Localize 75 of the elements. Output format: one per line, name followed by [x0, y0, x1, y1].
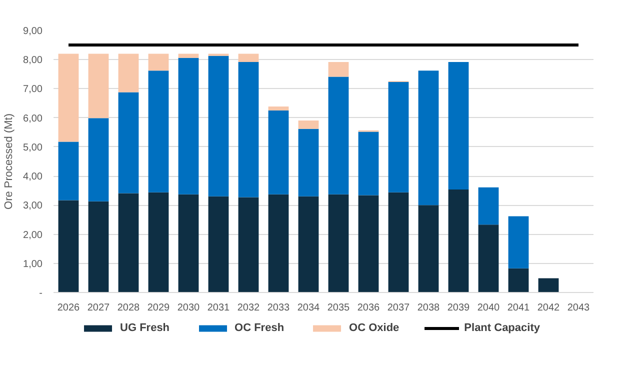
bar [328, 194, 349, 292]
bar [508, 216, 529, 268]
bar [418, 70, 439, 206]
bar [388, 82, 409, 192]
y-tick-label: 2,00 [23, 230, 43, 241]
x-tick-label: 2042 [537, 302, 560, 314]
y-tick-label: 7,00 [23, 84, 43, 96]
x-tick-label: 2043 [567, 302, 590, 314]
x-tick-label: 2034 [297, 302, 320, 314]
bar [148, 70, 169, 192]
x-tick-label: 2033 [267, 302, 290, 314]
bar [118, 193, 139, 292]
legend-label: UG Fresh [120, 322, 170, 334]
bar [238, 54, 259, 62]
bar [88, 118, 109, 202]
bar [358, 132, 379, 196]
bar [178, 194, 199, 292]
bar [58, 142, 79, 200]
bar [298, 196, 319, 292]
x-tick-label: 2032 [237, 302, 260, 314]
x-tick-label: 2031 [207, 302, 230, 314]
bar [268, 106, 289, 111]
bar [268, 110, 289, 194]
y-axis-title: Ore Processed (Mt) [3, 114, 16, 210]
x-tick-label: 2028 [117, 302, 140, 314]
x-tick-label: 2035 [327, 302, 350, 314]
bar [508, 268, 529, 292]
bar [328, 76, 349, 194]
x-tick-label: 2027 [87, 302, 110, 314]
bar [178, 58, 199, 194]
bar [148, 192, 169, 292]
legend-label: Plant Capacity [464, 322, 540, 334]
y-tick-label: - [39, 288, 43, 299]
x-tick-label: 2039 [447, 302, 470, 314]
bar [208, 196, 229, 292]
bar [448, 62, 469, 190]
x-tick-label: 2041 [507, 302, 530, 314]
x-tick-label: 2026 [57, 302, 80, 314]
x-tick-label: 2030 [177, 302, 200, 314]
bar [208, 56, 229, 196]
bar [118, 54, 139, 92]
bar [268, 194, 289, 292]
y-tick-label: 1,00 [23, 258, 43, 270]
y-tick-label: 5,00 [23, 142, 43, 154]
bar [148, 54, 169, 71]
bar [298, 120, 319, 129]
bar [418, 205, 439, 292]
bar [58, 54, 79, 142]
y-tick-label: 8,00 [23, 55, 43, 66]
x-tick-label: 2037 [387, 302, 410, 314]
x-tick-label: 2029 [147, 302, 170, 314]
bar [298, 128, 319, 196]
bar [238, 197, 259, 292]
bar [178, 54, 199, 58]
y-tick-label: 9,00 [23, 26, 43, 37]
bar [448, 189, 469, 292]
bar [58, 200, 79, 292]
y-tick-label: 3,00 [23, 200, 43, 212]
bar [538, 278, 559, 292]
y-tick-label: 4,00 [23, 172, 43, 183]
bar [238, 62, 259, 198]
bar [328, 62, 349, 77]
x-tick-label: 2036 [357, 302, 380, 314]
bar [118, 92, 139, 194]
x-tick-label: 2038 [417, 302, 440, 314]
bar [388, 192, 409, 292]
legend-label: OC Fresh [234, 322, 284, 334]
y-tick-label: 6,00 [23, 113, 43, 124]
legend-label: OC Oxide [349, 322, 400, 334]
bar [358, 195, 379, 292]
bar [88, 54, 109, 118]
bar [478, 187, 499, 225]
x-tick-label: 2040 [477, 302, 500, 314]
bar [478, 224, 499, 292]
bar [88, 201, 109, 292]
